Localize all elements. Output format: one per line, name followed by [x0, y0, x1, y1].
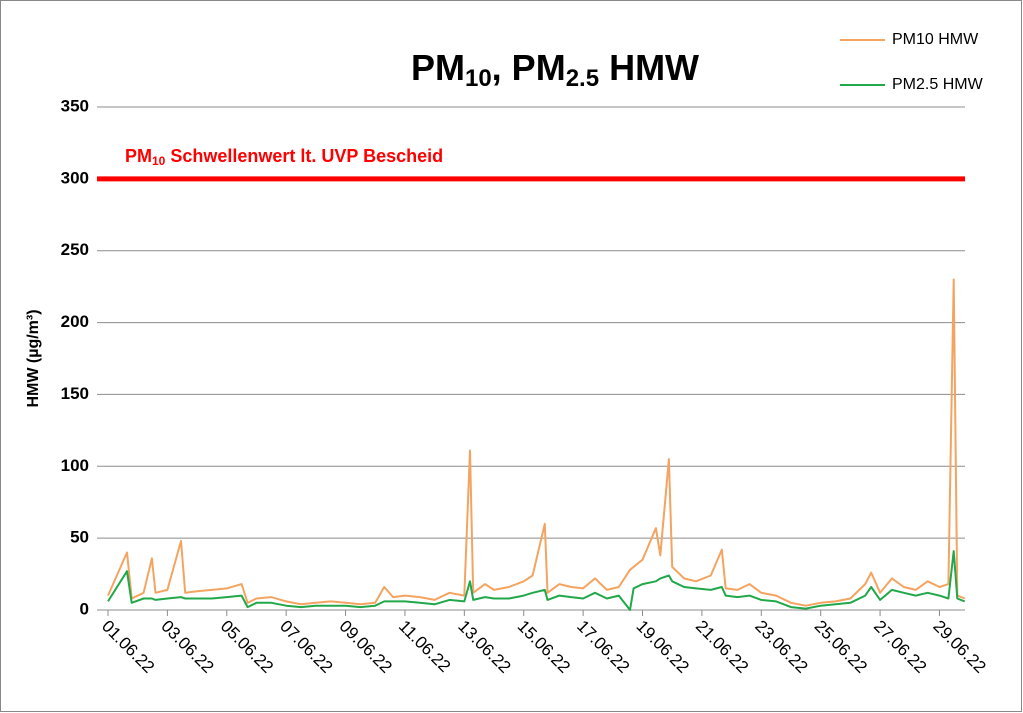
- series-line: [107, 278, 966, 607]
- legend-label: PM2.5 HMW: [892, 76, 984, 93]
- y-tick-label: 350: [61, 96, 89, 115]
- chart-title-part: 2.5: [566, 65, 599, 92]
- threshold-label-part: 10: [152, 154, 166, 168]
- y-tick-label: 150: [61, 384, 89, 403]
- series-line: [107, 550, 966, 611]
- chart-title: PM10, PM2.5 HMW: [411, 47, 699, 93]
- threshold-label-part: Schwellenwert lt. UVP Bescheid: [165, 146, 443, 166]
- y-tick-label: 250: [61, 240, 89, 259]
- y-tick-label: 100: [61, 456, 89, 475]
- threshold-label: PM10 Schwellenwert lt. UVP Bescheid: [125, 146, 443, 168]
- y-tick-label: 50: [70, 528, 89, 547]
- chart-title-part: , PM: [492, 47, 566, 88]
- chart-title-part: HMW: [599, 47, 699, 88]
- y-tick-label: 300: [61, 168, 89, 187]
- y-axis-label: HMW (µg/m³): [25, 309, 42, 407]
- y-tick-label: 200: [61, 312, 89, 331]
- threshold-label-part: PM: [125, 146, 152, 166]
- chart-title-part: PM: [411, 47, 465, 88]
- legend-label: PM10 HMW: [892, 31, 979, 48]
- y-tick-label: 0: [80, 599, 89, 618]
- chart-title-part: 10: [465, 65, 492, 92]
